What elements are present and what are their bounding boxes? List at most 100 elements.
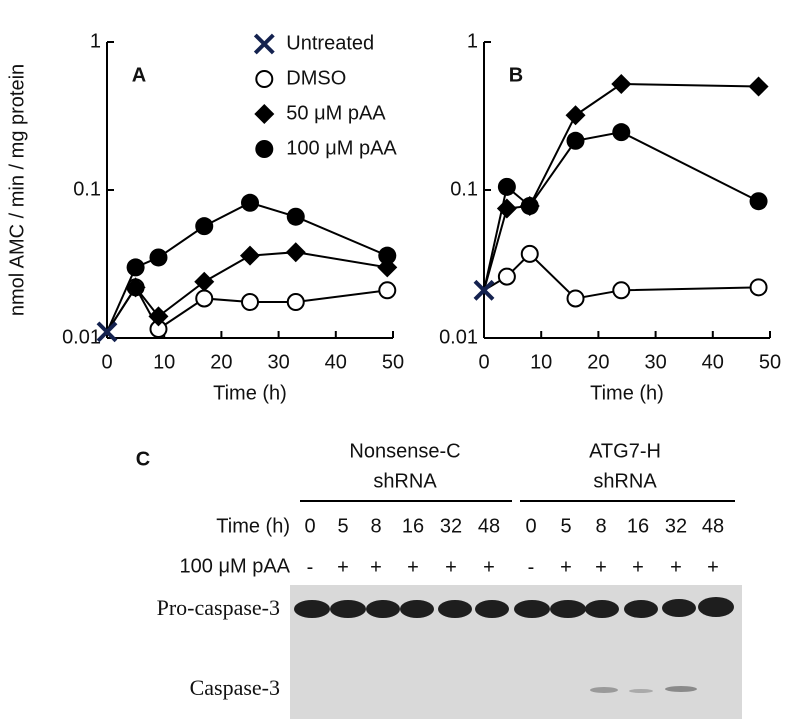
time-value: 0	[304, 515, 315, 537]
time-value: 32	[440, 515, 462, 537]
marker-open-circle	[195, 289, 214, 308]
marker-circle	[612, 123, 631, 142]
marker-open-circle	[378, 281, 397, 300]
marker-circle	[241, 193, 259, 212]
marker-diamond	[285, 242, 306, 263]
marker-circle	[378, 246, 397, 265]
marker-diamond	[748, 76, 769, 97]
series-line	[135, 201, 388, 269]
x-tick-label: 10	[530, 351, 552, 373]
marker-diamond	[148, 306, 169, 327]
panel-label: C	[136, 448, 150, 470]
x-axis-title: Time (h)	[590, 382, 664, 404]
group-label: shRNA	[593, 470, 657, 492]
blot-bands	[294, 597, 734, 693]
y-tick-label: 0.01	[439, 326, 478, 348]
legend-label: 50 μM pAA	[286, 102, 386, 124]
series-line	[506, 83, 759, 210]
legend-marker	[255, 140, 274, 158]
marker-circle	[286, 207, 305, 226]
y-axis-title: nmol AMC / min / mg protein	[6, 64, 28, 316]
row-label: 100 μM pAA	[180, 555, 291, 577]
x-tick-label: 50	[759, 351, 781, 373]
time-value: 16	[627, 515, 649, 537]
series-line	[506, 131, 760, 208]
x-tick-label: 0	[101, 351, 112, 373]
treatment-sign: +	[483, 556, 495, 578]
y-tick-label: 0.01	[62, 326, 101, 348]
marker-open-circle	[612, 281, 631, 300]
legend-marker	[253, 33, 275, 55]
row-label: Time (h)	[216, 515, 290, 537]
marker-diamond	[194, 271, 215, 292]
marker-open-circle	[241, 293, 259, 312]
panel-label: B	[509, 64, 523, 86]
legend-label: Untreated	[286, 32, 374, 54]
x-axis-title: Time (h)	[213, 382, 287, 404]
marker-open-circle	[520, 244, 539, 263]
legend-marker	[254, 104, 275, 124]
time-value: 48	[478, 515, 500, 537]
marker-circle	[149, 248, 168, 267]
marker-circle	[195, 217, 214, 236]
group-label: Nonsense-C	[349, 440, 460, 462]
marker-diamond	[496, 198, 517, 219]
treatment-sign: -	[528, 556, 535, 578]
marker-circle	[566, 131, 585, 150]
y-tick-label: 0.1	[450, 178, 478, 200]
time-value: 16	[402, 515, 424, 537]
x-tick-label: 50	[382, 351, 404, 373]
group-label: shRNA	[373, 470, 437, 492]
marker-open-circle	[749, 278, 768, 297]
treatment-sign: +	[370, 556, 382, 578]
band-label: Caspase-3	[190, 675, 280, 700]
treatment-sign: +	[407, 556, 419, 578]
treatment-sign: +	[337, 556, 349, 578]
legend-label: 100 μM pAA	[286, 137, 397, 159]
series-line	[134, 286, 388, 331]
treatment-sign: +	[560, 556, 572, 578]
x-tick-label: 20	[587, 351, 609, 373]
marker-diamond	[611, 74, 632, 95]
marker-circle	[497, 177, 516, 196]
treatment-sign: -	[307, 556, 314, 578]
marker-diamond	[125, 277, 146, 298]
x-tick-label: 40	[325, 351, 347, 373]
time-value: 48	[702, 515, 724, 537]
marker-open-circle	[497, 267, 516, 286]
marker-open-circle	[286, 293, 305, 312]
y-tick-label: 0.1	[73, 178, 101, 200]
marker-circle	[749, 192, 768, 211]
x-tick-label: 40	[702, 351, 724, 373]
treatment-sign: +	[707, 556, 719, 578]
marker-open-circle	[566, 289, 585, 308]
legend-label: DMSO	[286, 67, 346, 89]
x-tick-label: 30	[267, 351, 289, 373]
x-tick-label: 30	[644, 351, 666, 373]
marker-circle	[520, 196, 539, 215]
panel-label: A	[132, 64, 146, 86]
y-tick-label: 1	[467, 30, 478, 52]
series-line	[134, 251, 388, 318]
treatment-sign: +	[595, 556, 607, 578]
marker-diamond	[565, 105, 586, 126]
time-value: 5	[337, 515, 348, 537]
treatment-sign: +	[670, 556, 682, 578]
y-tick-label: 1	[90, 30, 101, 52]
marker-diamond	[240, 245, 260, 266]
time-value: 5	[560, 515, 571, 537]
time-value: 32	[665, 515, 687, 537]
x-tick-label: 20	[210, 351, 232, 373]
marker-x	[96, 321, 118, 343]
connector	[106, 266, 137, 333]
time-value: 0	[525, 515, 536, 537]
time-value: 8	[370, 515, 381, 537]
marker-circle	[126, 258, 145, 277]
band-label: Pro-caspase-3	[157, 595, 280, 620]
marker-x	[473, 279, 495, 301]
treatment-sign: +	[445, 556, 457, 578]
x-tick-label: 0	[478, 351, 489, 373]
series-line	[506, 252, 759, 300]
group-label: ATG7-H	[589, 440, 661, 462]
